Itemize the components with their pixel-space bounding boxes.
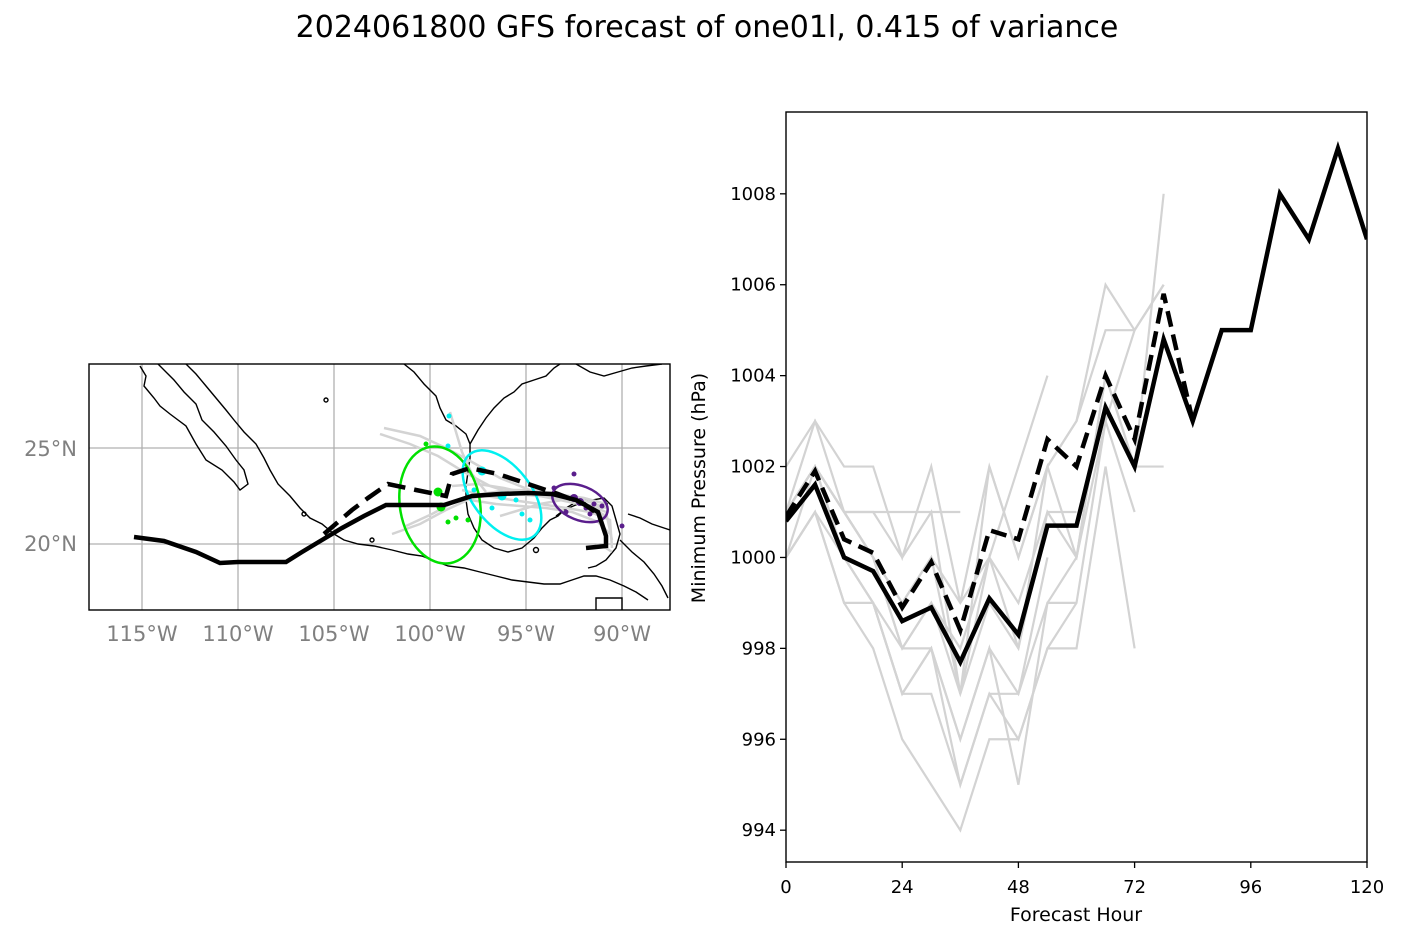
ensemble-pressure-line-9 [786,193,1165,698]
lon-label-95w: 95°W [497,622,555,646]
y-tick-label: 1002 [730,457,776,478]
x-tick-label: 96 [1239,877,1262,898]
ellipse-cyan [461,449,543,541]
x-tick-label: 0 [780,877,791,898]
ensemble-pressure-line-13 [786,464,961,514]
member-point [433,487,443,497]
ellipse-green [398,445,482,565]
y-tick-label: 1008 [730,184,776,205]
mean-pressure-lines [786,140,1367,668]
member-point [453,515,459,521]
member-point [465,517,471,523]
y-tick-label: 1004 [730,366,776,387]
lon-label-105w: 105°W [298,622,370,646]
member-point [599,503,605,509]
x-tick-label: 72 [1123,877,1146,898]
ensemble-pressure-lines [786,193,1165,833]
member-point [513,497,519,503]
member-point [445,519,451,525]
figure-title: 2024061800 GFS forecast of one01l, 0.415… [295,10,1119,45]
member-point [619,523,625,529]
member-point [489,505,495,511]
x-axis-label: Forecast Hour [1010,904,1142,926]
y-tick-label: 1000 [730,547,776,568]
uncertainty-ellipses [398,445,609,565]
lat-label-25: 25°N [24,437,77,461]
y-tick-label: 1006 [730,275,776,296]
member-point [446,413,452,419]
y-axis-ticks: 994 996 998 1000 1002 1004 1006 1008 [730,184,786,841]
member-point [471,487,477,493]
forecast-track-dashed [322,465,600,536]
member-point [423,441,429,447]
lat-label-20: 20°N [24,532,77,556]
y-tick-label: 996 [742,729,776,750]
track-map: 25°N 20°N 115°W 110°W 105°W 100°W 95°W 9… [24,363,671,646]
member-point [519,511,525,517]
member-point [587,511,593,517]
x-tick-label: 120 [1350,877,1384,898]
member-point [445,443,451,449]
x-tick-label: 24 [891,877,914,898]
member-point [571,471,577,477]
lon-label-100w: 100°W [394,622,466,646]
lon-label-110w: 110°W [202,622,274,646]
ensemble-track [499,498,614,541]
y-tick-label: 994 [742,820,776,841]
ensemble-pressure-line-6 [786,466,1136,833]
lon-label-115w: 115°W [106,622,178,646]
member-point [591,501,597,507]
x-tick-label: 48 [1007,877,1030,898]
ensemble-pressure-line-4 [786,284,1165,743]
mean-tracks [133,465,609,566]
ensemble-pressure-line-10 [786,509,1077,785]
x-axis-ticks: 0 24 48 72 96 120 [780,862,1384,898]
plot-frame [785,111,1368,863]
y-tick-label: 998 [742,638,776,659]
map-frame [88,363,671,611]
y-axis-label: Minimum Pressure (hPa) [688,373,710,603]
member-point [527,517,533,523]
forecast-pressure-line [786,293,1195,637]
ensemble-track [448,411,487,493]
lon-label-90w: 90°W [593,622,651,646]
observed-pressure-line [786,140,1367,668]
